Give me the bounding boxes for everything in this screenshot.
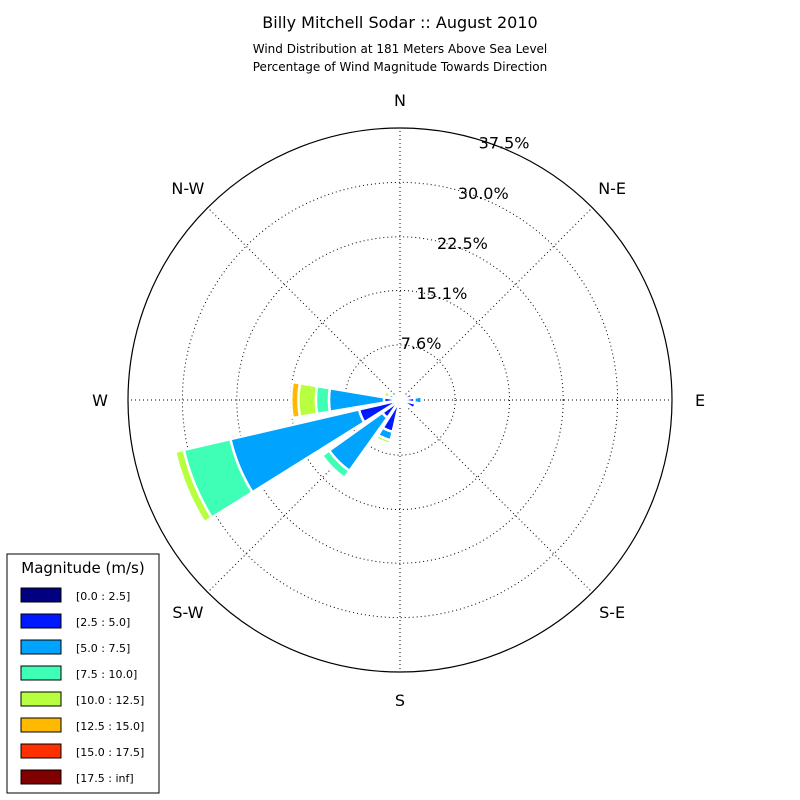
legend-swatch [20,691,62,707]
legend-title: Magnitude (m/s) [21,559,144,577]
direction-label: N-E [598,179,626,198]
legend-swatch [20,743,62,759]
direction-label: S [395,691,405,710]
radial-tick-label: 15.1% [416,284,467,303]
direction-labels: N N-E E S-E S S-W W N-W [92,91,705,710]
direction-label: N-W [171,179,204,198]
direction-label: W [92,391,108,410]
grid-spoke [399,207,593,401]
wind-sectors [173,380,424,524]
legend-swatch [20,639,62,655]
outer-circle [127,127,673,673]
sector-segment [382,389,392,399]
sector-segment [412,394,424,406]
sector-segment [397,396,402,401]
legend-label: [2.5 : 5.0] [76,616,130,629]
chart-subtitle-line-1: Wind Distribution at 181 Meters Above Se… [253,42,548,56]
legend-label: [0.0 : 2.5] [76,590,130,603]
radial-tick-label: 37.5% [479,134,530,153]
radial-tick-label: 22.5% [437,234,488,253]
grid-spoke [207,207,401,401]
outer-ring [127,127,673,673]
legend-label: [10.0 : 12.5] [76,694,144,707]
legend-swatch [20,769,62,785]
legend-swatch [20,717,62,733]
sector-segment [374,433,393,446]
polar-grid [128,128,672,672]
legend-swatch [20,587,62,603]
sector-segment [297,381,319,419]
sector-segment [314,384,332,416]
direction-label: S-W [172,603,203,622]
grid-spoke [207,399,401,593]
grid-circle [181,181,619,619]
legend: Magnitude (m/s) [0.0 : 2.5] [2.5 : 5.0] [5… [6,553,160,794]
grid-spoke [399,399,593,593]
legend-label: [7.5 : 10.0] [76,668,137,681]
sector-segment [173,448,214,524]
grid-circle [236,236,564,564]
chart-subtitle-line-2: Percentage of Wind Magnitude Towards Dir… [253,60,547,74]
grid-circle [289,289,511,511]
direction-label: S-E [599,603,625,622]
chart-title: Billy Mitchell Sodar :: August 2010 [262,13,537,32]
legend-items: [0.0 : 2.5] [2.5 : 5.0] [5.0 : 7.5] [7.5 : … [20,587,144,785]
legend-label: [15.0 : 17.5] [76,746,144,759]
legend-label: [17.5 : inf] [76,772,134,785]
sector-segment [290,380,302,420]
legend-label: [12.5 : 15.0] [76,720,144,733]
legend-label: [5.0 : 7.5] [76,642,130,655]
radial-tick-label: 7.6% [401,334,442,353]
legend-swatch [20,665,62,681]
radial-tick-label: 30.0% [458,184,509,203]
direction-label: E [695,391,705,410]
sector-segment [320,448,352,480]
radial-tick-labels: 7.6% 15.1% 22.5% 30.0% 37.5% [401,134,530,353]
legend-swatch [20,613,62,629]
direction-label: N [394,91,406,110]
